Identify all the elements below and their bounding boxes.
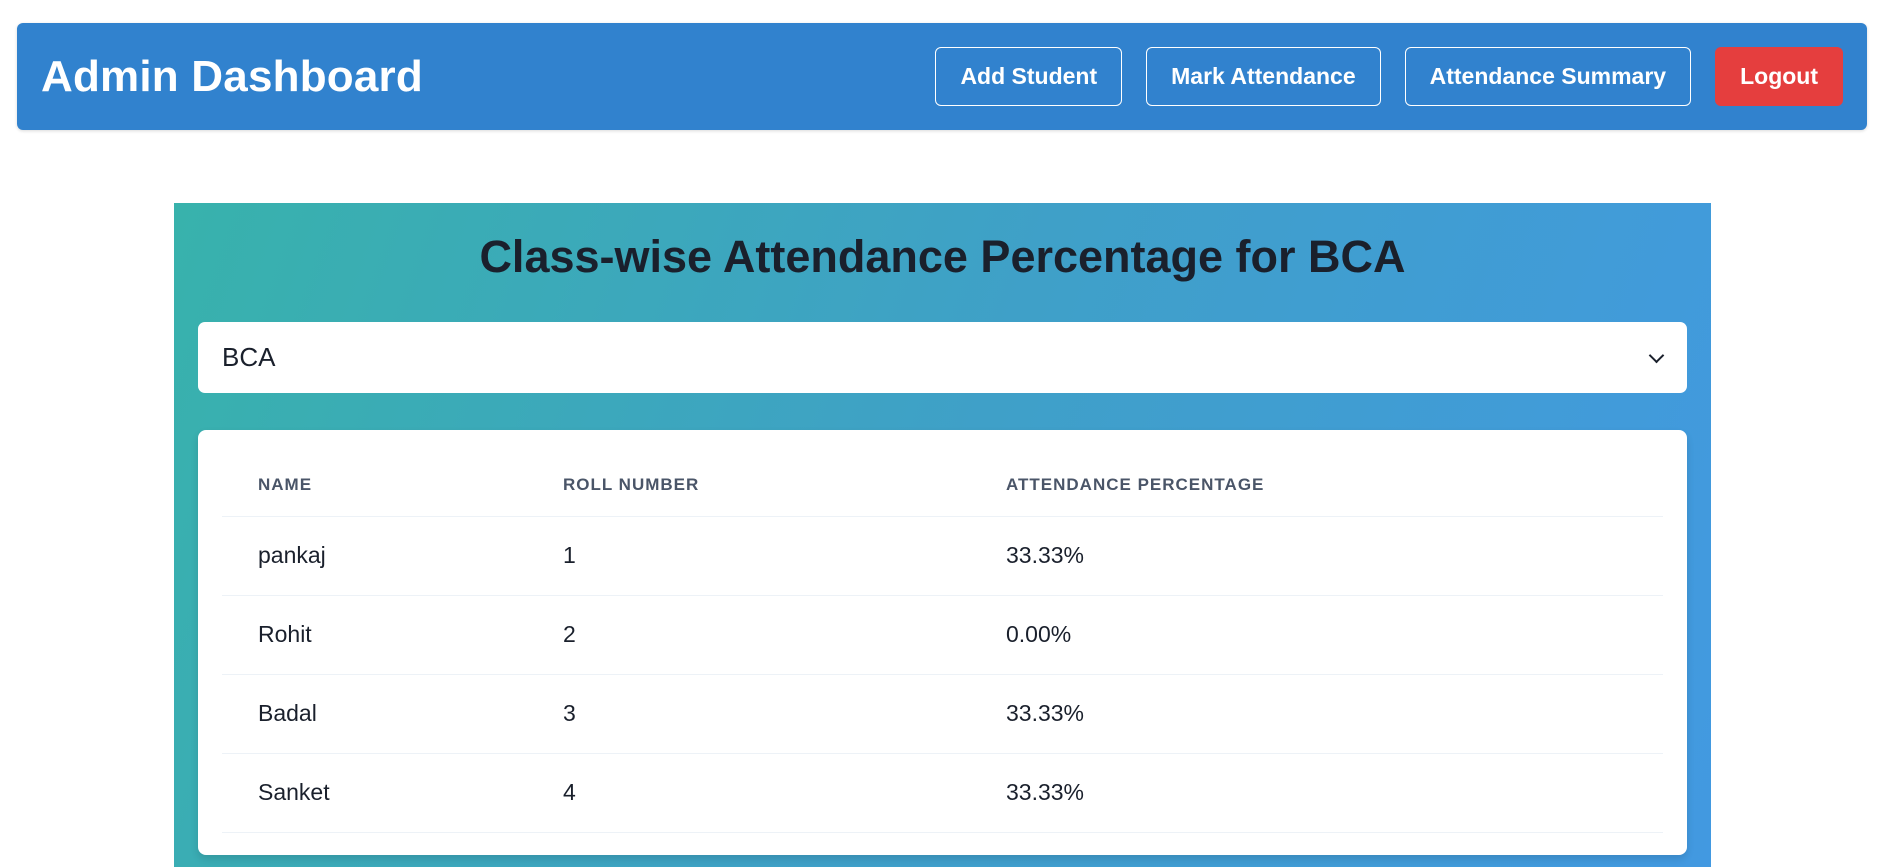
table-row: pankaj 1 33.33% bbox=[222, 516, 1663, 596]
cell-attendance-percentage: 0.00% bbox=[970, 595, 1663, 675]
table-row: Badal 3 33.33% bbox=[222, 674, 1663, 754]
cell-name: Badal bbox=[222, 674, 527, 754]
table-row: Rohit 2 0.00% bbox=[222, 595, 1663, 675]
logout-button[interactable]: Logout bbox=[1715, 47, 1843, 106]
cell-roll-number: 4 bbox=[527, 753, 970, 833]
mark-attendance-button[interactable]: Mark Attendance bbox=[1146, 47, 1381, 106]
cell-name: pankaj bbox=[222, 516, 527, 596]
chevron-down-icon bbox=[1649, 351, 1663, 365]
top-navbar: Admin Dashboard Add Student Mark Attenda… bbox=[17, 23, 1867, 130]
nav-actions: Add Student Mark Attendance Attendance S… bbox=[935, 47, 1843, 106]
column-header-attendance-percentage: ATTENDANCE PERCENTAGE bbox=[970, 454, 1663, 517]
page-title: Class-wise Attendance Percentage for BCA bbox=[479, 231, 1406, 282]
cell-attendance-percentage: 33.33% bbox=[970, 674, 1663, 754]
cell-roll-number: 1 bbox=[527, 516, 970, 596]
cell-attendance-percentage: 33.33% bbox=[970, 753, 1663, 833]
cell-roll-number: 3 bbox=[527, 674, 970, 754]
class-select[interactable]: BCA bbox=[198, 322, 1687, 393]
column-header-roll-number: ROLL NUMBER bbox=[527, 454, 970, 517]
cell-name: Rohit bbox=[222, 595, 527, 675]
attendance-table-card: NAME ROLL NUMBER ATTENDANCE PERCENTAGE p… bbox=[198, 430, 1687, 855]
column-header-name: NAME bbox=[222, 454, 527, 517]
cell-roll-number: 2 bbox=[527, 595, 970, 675]
class-select-value: BCA bbox=[222, 342, 276, 372]
table-row: Sanket 4 33.33% bbox=[222, 753, 1663, 833]
attendance-table: NAME ROLL NUMBER ATTENDANCE PERCENTAGE p… bbox=[222, 454, 1663, 833]
attendance-summary-button[interactable]: Attendance Summary bbox=[1404, 47, 1692, 106]
add-student-button[interactable]: Add Student bbox=[935, 47, 1123, 106]
cell-name: Sanket bbox=[222, 753, 527, 833]
table-header-row: NAME ROLL NUMBER ATTENDANCE PERCENTAGE bbox=[222, 454, 1663, 517]
cell-attendance-percentage: 33.33% bbox=[970, 516, 1663, 596]
app-title: Admin Dashboard bbox=[41, 51, 423, 101]
attendance-panel: Class-wise Attendance Percentage for BCA… bbox=[174, 203, 1711, 867]
